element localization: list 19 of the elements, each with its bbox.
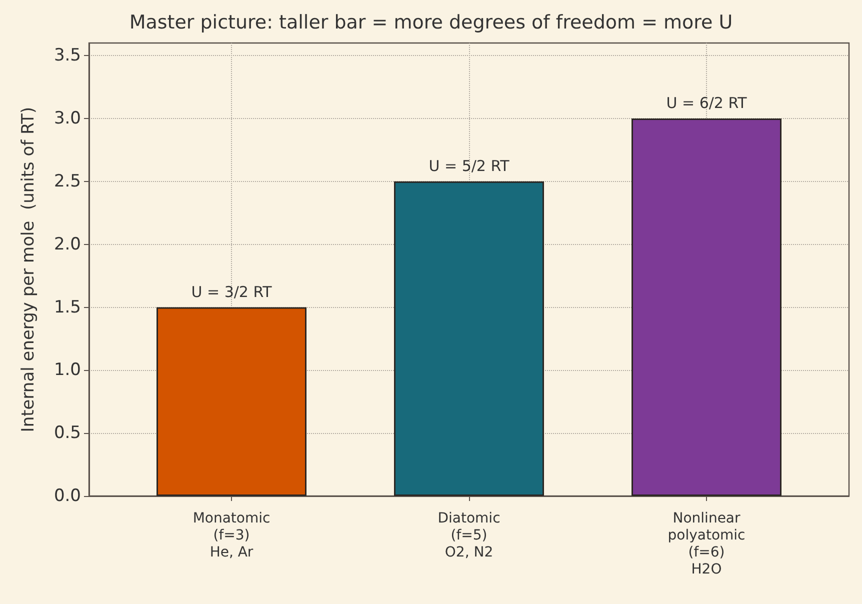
data-label: U = 3/2 RT [191, 282, 273, 301]
y-tick-label: 2.5 [54, 171, 81, 192]
y-tick-label: 1.5 [54, 297, 81, 318]
bar [156, 307, 306, 496]
y-tick-label: 2.0 [54, 234, 81, 254]
data-label: U = 5/2 RT [428, 156, 510, 175]
bar [632, 118, 782, 496]
y-tick-label: 3.0 [54, 108, 81, 128]
y-tick-label: 0.5 [54, 423, 81, 444]
bar [394, 181, 544, 496]
y-tick-label: 1.0 [54, 360, 81, 380]
y-axis-title: Internal energy per mole (units of RT) [18, 106, 38, 432]
x-tick-label: Nonlinear polyatomic (f=6) H2O [668, 510, 746, 578]
data-label: U = 6/2 RT [666, 94, 748, 112]
x-tick-label: Monatomic (f=3) He, Ar [192, 510, 270, 560]
chart-title: Master picture: taller bar = more degrees of freedom = more U [129, 12, 733, 34]
x-tick-label: Diatomic (f=5) O2, N2 [438, 510, 500, 560]
y-tick-label: 3.5 [54, 46, 81, 66]
y-tick-label: 0.0 [54, 486, 81, 506]
